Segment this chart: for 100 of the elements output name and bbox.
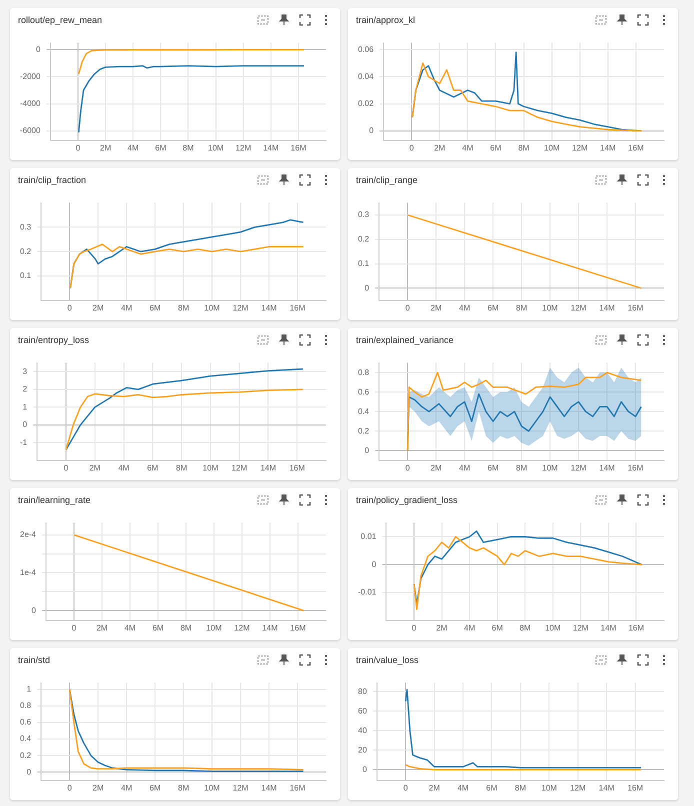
- y-tick-label: 0.2: [358, 234, 370, 244]
- x-tick-label: 6M: [152, 623, 164, 632]
- chart-title: rollout/ep_rew_mean: [18, 15, 104, 25]
- x-tick-label: 6M: [147, 463, 159, 472]
- y-tick-label: 0.8: [20, 701, 32, 710]
- x-tick-label: 16M: [628, 463, 644, 472]
- x-tick-label: 10M: [541, 783, 558, 792]
- x-tick-label: 16M: [290, 143, 307, 152]
- x-tick-label: 2M: [436, 623, 448, 632]
- chart-title: train/learning_rate: [18, 495, 92, 505]
- x-tick-label: 10M: [202, 463, 219, 472]
- x-tick-label: 8M: [516, 463, 528, 472]
- y-tick-label: -4000: [20, 99, 42, 108]
- y-tick-label: 0.1: [358, 259, 370, 268]
- x-tick-label: 12M: [570, 783, 586, 792]
- x-tick-label: 12M: [572, 623, 589, 632]
- y-tick-label: 0: [364, 283, 370, 292]
- x-tick-label: 12M: [570, 303, 587, 312]
- chart-title: train/std: [18, 655, 52, 665]
- x-tick-label: 4M: [128, 143, 140, 152]
- x-tick-label: 2M: [428, 783, 440, 792]
- x-tick-label: 8M: [520, 623, 532, 632]
- y-tick-label: 1: [22, 402, 28, 412]
- x-tick-label: 6M: [492, 623, 504, 632]
- x-tick-label: 10M: [208, 143, 224, 152]
- x-tick-label: 10M: [544, 143, 560, 152]
- x-tick-label: 6M: [150, 783, 161, 792]
- y-tick-label: 0.4: [20, 734, 32, 744]
- x-tick-label: 12M: [232, 783, 249, 792]
- y-tick-label: 0.2: [20, 750, 32, 760]
- x-tick-label: 6M: [490, 143, 502, 152]
- x-tick-label: 8M: [514, 783, 526, 792]
- y-tick-label: -0.01: [358, 588, 377, 597]
- chart-title: train/value_loss: [356, 655, 420, 665]
- y-tick-label: 0: [362, 764, 368, 774]
- x-tick-label: 8M: [182, 143, 194, 152]
- y-tick-label: 40: [358, 726, 368, 735]
- x-tick-label: 2M: [89, 463, 101, 472]
- y-tick-label: 0: [364, 446, 370, 455]
- x-tick-label: 14M: [598, 783, 615, 792]
- x-tick-label: 10M: [542, 463, 558, 472]
- x-tick-label: 0: [412, 623, 417, 632]
- x-tick-label: 4M: [121, 783, 132, 792]
- y-tick-label: 2: [22, 384, 28, 394]
- x-tick-label: 14M: [600, 143, 616, 152]
- y-tick-label: 0.06: [358, 44, 374, 54]
- y-tick-label: -2000: [20, 72, 42, 81]
- x-tick-label: 14M: [599, 303, 616, 312]
- y-tick-label: 0: [32, 606, 37, 615]
- x-tick-label: 2M: [430, 303, 442, 312]
- y-tick-label: 3: [22, 366, 28, 376]
- y-tick-label: 0: [26, 767, 32, 776]
- y-tick-label: 0.6: [20, 718, 32, 727]
- y-tick-label: 0: [22, 420, 28, 430]
- x-tick-label: 0: [72, 623, 77, 632]
- x-tick-label: 6M: [486, 783, 498, 792]
- x-tick-label: 2M: [96, 623, 108, 632]
- x-tick-label: 14M: [599, 463, 616, 472]
- x-tick-label: 10M: [542, 303, 558, 312]
- x-tick-label: 12M: [570, 463, 587, 472]
- chart-title: train/clip_range: [356, 175, 419, 185]
- y-tick-label: 0.1: [20, 271, 32, 280]
- x-tick-label: 12M: [572, 143, 588, 152]
- x-tick-label: 6M: [155, 143, 167, 152]
- x-tick-label: 16M: [289, 463, 306, 472]
- y-tick-label: 0.2: [358, 426, 370, 436]
- y-tick-label: 0.4: [358, 406, 370, 416]
- x-tick-label: 16M: [290, 303, 306, 312]
- y-tick-label: 1e-4: [20, 568, 37, 577]
- x-tick-label: 4M: [459, 463, 470, 472]
- x-tick-label: 16M: [628, 143, 644, 152]
- x-tick-label: 0: [405, 303, 410, 312]
- x-tick-label: 16M: [628, 783, 644, 792]
- y-tick-label: 80: [358, 686, 368, 696]
- x-tick-label: 4M: [459, 303, 470, 312]
- chart-title: train/clip_fraction: [18, 175, 88, 185]
- y-tick-label: 0: [369, 126, 374, 136]
- x-tick-label: 2M: [92, 303, 104, 312]
- y-tick-label: 60: [358, 706, 368, 716]
- x-tick-label: 6M: [488, 303, 499, 312]
- x-tick-label: 2M: [430, 463, 442, 472]
- x-tick-label: 14M: [261, 783, 278, 792]
- x-tick-label: 8M: [180, 623, 192, 632]
- x-tick-label: 2M: [434, 143, 446, 152]
- x-tick-label: 0: [405, 463, 410, 472]
- x-tick-label: 8M: [178, 783, 190, 792]
- x-tick-label: 0: [67, 783, 72, 792]
- y-tick-label: 0.01: [360, 532, 377, 541]
- y-tick-label: -1: [20, 438, 28, 447]
- x-tick-label: 12M: [234, 623, 250, 632]
- x-tick-label: 14M: [600, 623, 617, 632]
- chart-title: train/approx_kl: [356, 15, 416, 25]
- x-tick-label: 8M: [518, 143, 530, 152]
- x-tick-label: 12M: [236, 143, 252, 152]
- y-tick-label: 0.6: [358, 387, 370, 396]
- x-tick-label: 14M: [262, 623, 278, 632]
- y-tick-label: 20: [358, 745, 368, 754]
- x-tick-label: 0: [64, 463, 69, 472]
- x-tick-label: 0: [76, 143, 81, 152]
- x-tick-label: 4M: [457, 783, 469, 792]
